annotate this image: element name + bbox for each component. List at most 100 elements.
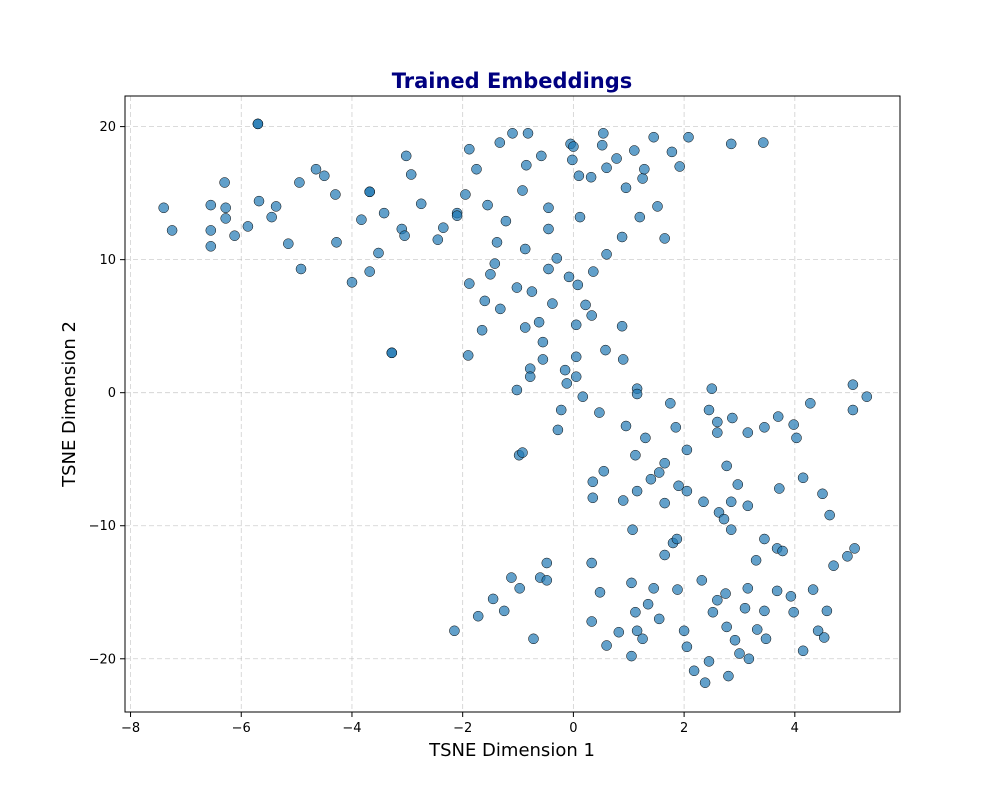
scatter-point: [567, 154, 578, 166]
scatter-point: [712, 427, 723, 438]
y-tick-label: 20: [99, 120, 116, 135]
scatter-point: [252, 118, 264, 130]
scatter-point: [637, 633, 648, 645]
scatter-point: [774, 483, 785, 494]
scatter-point: [659, 549, 670, 561]
scatter-point: [639, 163, 650, 175]
scatter-point: [670, 422, 682, 433]
scatter-point: [631, 388, 643, 400]
scatter-point: [739, 602, 751, 614]
scatter-point: [586, 557, 597, 569]
scatter-point: [751, 624, 763, 635]
scatter-point: [378, 207, 390, 219]
scatter-point: [617, 495, 629, 506]
scatter-point: [319, 170, 330, 182]
scatter-point: [568, 141, 579, 152]
scatter-point: [725, 138, 737, 150]
scatter-point: [482, 199, 493, 211]
scatter-point: [631, 485, 643, 497]
scatter-point: [721, 621, 732, 633]
y-tick-label: −10: [89, 519, 116, 534]
scatter-point: [517, 447, 528, 458]
x-tick-label: −4: [342, 721, 361, 736]
scatter-point: [659, 457, 670, 469]
scatter-point: [491, 237, 503, 248]
scatter-point: [759, 533, 770, 545]
y-tick-label: −20: [89, 652, 116, 667]
scatter-point: [537, 336, 549, 348]
scatter-point: [847, 404, 859, 416]
scatter-point: [464, 143, 475, 155]
scatter-point: [617, 354, 629, 365]
scatter-point: [797, 645, 809, 657]
scatter-point: [543, 223, 554, 235]
scatter-point: [818, 632, 830, 643]
scatter-point: [400, 150, 412, 162]
scatter-point: [788, 606, 799, 618]
scatter-point: [807, 584, 819, 595]
scatter-point: [666, 146, 678, 158]
x-tick-label: 0: [569, 721, 577, 736]
scatter-point: [640, 432, 651, 444]
scatter-point: [253, 195, 265, 207]
y-axis-ticks: −20 −10 0 10 20: [89, 120, 125, 667]
scatter-point: [720, 588, 731, 599]
scatter-point: [629, 145, 640, 156]
scatter-point: [648, 131, 659, 143]
scatter-point: [742, 427, 754, 438]
scatter-point: [310, 163, 322, 175]
scatter-point: [551, 253, 563, 264]
scatter-point: [626, 577, 637, 589]
scatter-point: [514, 583, 525, 594]
scatter-point: [586, 616, 597, 627]
scatter-point: [438, 222, 449, 233]
scatter-point: [373, 247, 384, 259]
scatter-point: [821, 605, 833, 617]
x-tick-label: −2: [453, 721, 472, 736]
scatter-point: [598, 465, 610, 477]
x-tick-label: 2: [680, 721, 688, 736]
scatter-point: [561, 378, 573, 389]
scatter-point: [847, 379, 859, 390]
scatter-point: [759, 422, 770, 433]
scatter-point: [601, 249, 612, 260]
scatter-point: [645, 473, 657, 485]
scatter-point: [415, 198, 427, 210]
scatter-point: [533, 316, 545, 328]
scatter-point: [552, 424, 564, 436]
scatter-point: [791, 432, 802, 444]
scatter-point: [494, 137, 506, 148]
scatter-point: [659, 497, 670, 509]
scatter-point: [703, 656, 715, 667]
scatter-point: [637, 173, 648, 184]
scatter-point: [283, 238, 294, 249]
scatter-point: [681, 485, 693, 497]
scatter-point: [511, 384, 523, 396]
scatter-point: [785, 591, 797, 602]
scatter-point: [678, 625, 690, 637]
scatter-point: [500, 215, 512, 227]
scatter-point: [570, 371, 582, 382]
scatter-point: [519, 322, 531, 333]
scatter-point: [541, 575, 553, 586]
scatter-point: [399, 230, 410, 241]
scatter-point: [570, 319, 582, 331]
scatter-point: [432, 234, 444, 245]
scatter-point: [364, 186, 375, 198]
scatter-point: [487, 593, 499, 605]
scatter-point: [346, 277, 358, 288]
scatter-point: [266, 211, 277, 223]
scatter-point: [681, 444, 693, 456]
scatter-point: [506, 572, 517, 583]
chart-title: Trained Embeddings: [392, 69, 633, 93]
x-axis-label: TSNE Dimension 1: [428, 740, 595, 761]
scatter-point: [703, 404, 715, 416]
scatter-point: [696, 575, 708, 586]
scatter-point: [294, 177, 305, 188]
scatter-point: [630, 449, 641, 461]
scatter-point: [743, 653, 755, 665]
scatter-point: [405, 169, 417, 180]
scatter-point: [842, 551, 853, 562]
